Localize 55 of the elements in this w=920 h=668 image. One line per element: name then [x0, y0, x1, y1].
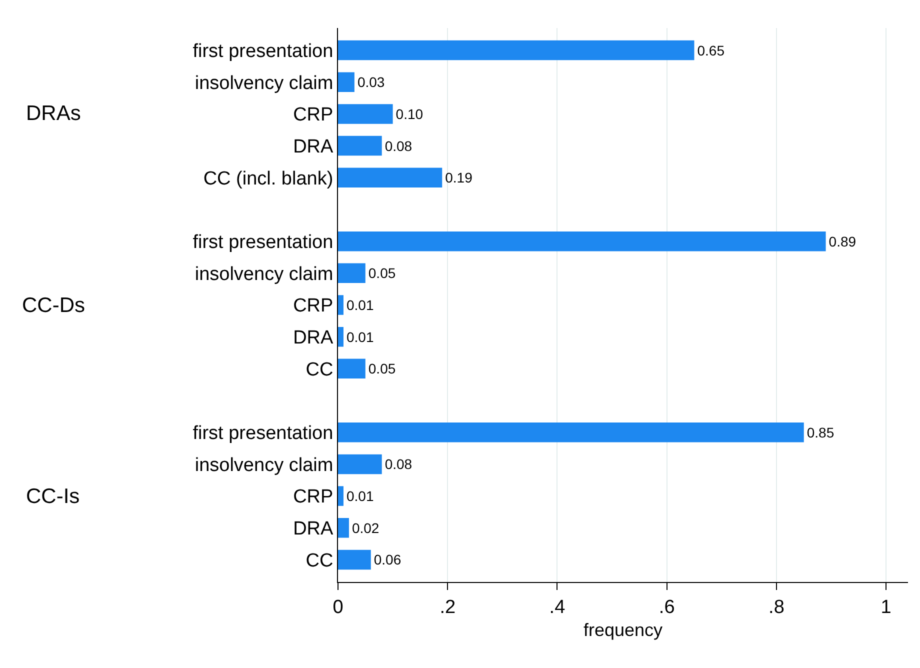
y-tick-label: CRP [293, 104, 334, 126]
data-label: 0.89 [828, 233, 856, 250]
data-label: 0.03 [357, 74, 385, 90]
x-axis-title: frequency [583, 620, 663, 640]
bar [338, 454, 382, 474]
x-tick-label: .6 [658, 596, 675, 618]
data-label: 0.65 [697, 42, 725, 58]
x-tick-label: 1 [880, 596, 892, 618]
bar [338, 168, 442, 188]
data-label: 0.05 [368, 360, 396, 377]
y-tick-label: CC [306, 550, 334, 572]
y-tick-label: insolvency claim [194, 264, 334, 285]
y-tick-label: first presentation [192, 40, 334, 62]
data-label: 0.19 [445, 170, 473, 186]
bar [338, 40, 694, 60]
text: CC-Is [26, 485, 80, 508]
bar [338, 104, 393, 124]
x-tick-label: .4 [549, 596, 566, 618]
bar [338, 231, 826, 252]
data-label: 0.85 [806, 424, 834, 440]
data-label: 0.01 [346, 488, 374, 504]
data-label: 0.10 [396, 106, 424, 122]
y-tick-label: insolvency claim [194, 454, 334, 476]
x-tick-label: 0 [332, 596, 344, 618]
bar [338, 486, 344, 506]
data-label: 0.08 [384, 138, 412, 154]
y-tick-label: CRP [293, 486, 334, 508]
data-label: 0.02 [352, 520, 380, 536]
y-tick-label: first presentation [192, 423, 334, 444]
bar [338, 422, 804, 442]
bar [338, 550, 371, 570]
bar [338, 295, 344, 315]
y-tick-label: DRA [293, 327, 334, 348]
text: CC-Ds [22, 294, 85, 317]
bar [338, 326, 344, 347]
y-tick-label: CC (incl. blank) [203, 168, 334, 190]
bar [338, 136, 382, 156]
bar [338, 263, 366, 284]
data-label: 0.01 [346, 297, 374, 313]
bar [338, 518, 349, 538]
data-label: 0.01 [346, 328, 374, 345]
data-label: 0.05 [368, 265, 396, 282]
y-tick-label: CC [306, 359, 334, 380]
y-tick-label: DRA [293, 136, 334, 158]
data-label: 0.06 [374, 552, 402, 568]
text: DRAs [26, 102, 81, 125]
bar [338, 72, 354, 92]
y-tick-label: first presentation [192, 232, 334, 253]
x-tick-label: .8 [768, 596, 784, 618]
y-tick-label: insolvency claim [194, 72, 334, 94]
data-label: 0.08 [384, 456, 412, 472]
y-tick-label: CRP [293, 296, 334, 317]
y-tick-label: DRA [293, 518, 334, 540]
bar [338, 358, 366, 379]
x-tick-label: .2 [440, 596, 456, 618]
